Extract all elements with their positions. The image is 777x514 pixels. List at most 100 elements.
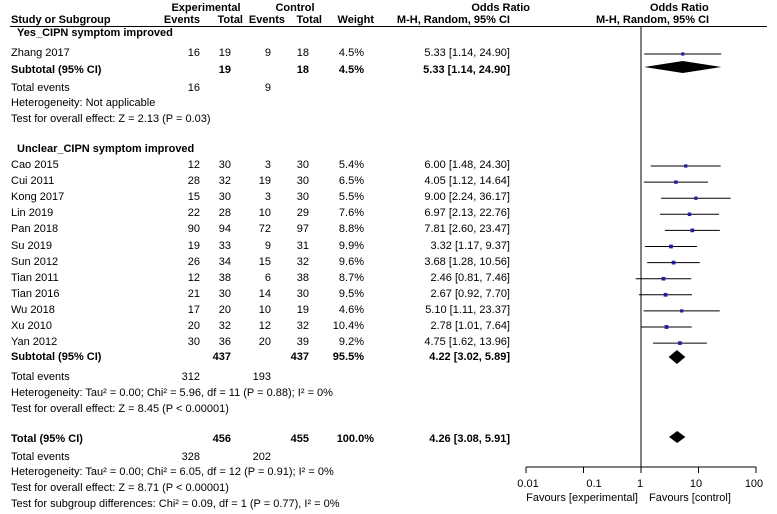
exp-total: 38 [218, 271, 231, 284]
exp-total: 30 [218, 159, 231, 171]
point-estimate [687, 212, 692, 217]
study-name: Lin 2019 [11, 207, 54, 220]
summary-diamond [668, 350, 686, 364]
total-ctl-events: 202 [252, 451, 271, 463]
ctl-total: 31 [296, 239, 309, 252]
total-exp-total: 456 [212, 433, 231, 445]
exp-events: 20 [187, 320, 200, 332]
summary-diamond [644, 61, 722, 73]
study-ci: 6.00 [1.48, 24.30] [424, 159, 510, 171]
ctl-events: 9 [264, 239, 271, 252]
study-weight: 10.4% [332, 320, 364, 332]
study-name: Xu 2010 [11, 320, 52, 332]
point-estimate [674, 180, 678, 184]
total-events-label: Total events [11, 371, 70, 383]
subtotal-exp-total: 19 [218, 64, 231, 76]
exp-events: 30 [187, 336, 200, 349]
control-header: Control [275, 2, 315, 14]
study-name: Cao 2015 [11, 159, 59, 171]
study-weight: 9.6% [338, 255, 364, 268]
favours-experimental-label: Favours [experimental] [526, 492, 638, 504]
favours-control-label: Favours [control] [649, 492, 731, 504]
or-method-header: M-H, Random, 95% CI [396, 14, 510, 26]
study-name: Tian 2011 [11, 271, 59, 284]
study-header: Study or Subgroup [11, 14, 111, 26]
ctl-events: 3 [264, 191, 271, 204]
exp-total: 34 [218, 255, 231, 268]
plot-title-header: Odds Ratio [650, 2, 709, 14]
study-weight: 5.5% [338, 191, 364, 204]
exp-events: 15 [187, 191, 200, 204]
exp-total: 33 [218, 239, 231, 252]
exp-events: 22 [187, 207, 200, 220]
plot-method-header: M-H, Random, 95% CI [596, 14, 710, 26]
total-events-label: Total events [11, 82, 70, 94]
exp-total: 30 [218, 287, 231, 300]
total-ctl-total: 455 [290, 433, 309, 445]
ctl-total: 29 [296, 207, 309, 220]
ctl-events: 12 [258, 320, 271, 332]
study-weight: 8.8% [338, 223, 364, 236]
heterogeneity-text: Heterogeneity: Not applicable [11, 97, 156, 109]
experimental-header: Experimental [171, 2, 241, 14]
ctl-total: 32 [296, 255, 309, 268]
overall-effect-text: Test for overall effect: Z = 8.45 (P < 0… [11, 403, 229, 415]
exp-total-header: Total [217, 14, 243, 26]
total-ci: 4.26 [3.08, 5.91] [429, 433, 510, 445]
point-estimate [681, 52, 685, 56]
point-estimate [694, 196, 698, 200]
axis-tick-label: 100 [744, 478, 764, 490]
ctl-events: 19 [258, 175, 271, 188]
total-weight: 100.0% [336, 433, 374, 445]
ctl-total: 30 [296, 287, 309, 300]
study-weight: 9.2% [338, 336, 364, 349]
ctl-events: 6 [264, 271, 271, 284]
study-ci: 2.46 [0.81, 7.46] [430, 271, 510, 284]
exp-events: 16 [187, 47, 200, 59]
subtotal-exp-total: 437 [212, 351, 231, 363]
total-events-label: Total events [11, 451, 70, 463]
exp-events: 90 [187, 223, 200, 236]
ctl-total: 97 [296, 223, 309, 236]
axis-tick-label: 1 [636, 478, 644, 490]
summary-diamond [669, 431, 686, 443]
heterogeneity-text: Heterogeneity: Tau² = 0.00; Chi² = 5.96,… [11, 387, 333, 399]
ctl-total: 30 [296, 191, 309, 204]
ctl-events: 20 [258, 336, 271, 349]
study-weight: 7.6% [338, 207, 364, 220]
study-ci: 6.97 [2.13, 22.76] [424, 207, 510, 220]
study-ci: 5.33 [1.14, 24.90] [424, 47, 510, 59]
point-estimate [664, 325, 669, 329]
ctl-events: 10 [258, 207, 271, 220]
overall-effect-text: Test for overall effect: Z = 2.13 (P = 0… [11, 113, 211, 125]
study-name: Kong 2017 [11, 191, 65, 204]
subgroup-differences-text: Test for subgroup differences: Chi² = 0.… [11, 498, 340, 510]
total-exp-events: 328 [181, 451, 200, 463]
subtotal-weight: 4.5% [338, 64, 364, 76]
axis-tick-label: 10 [689, 478, 703, 490]
exp-total: 94 [218, 223, 231, 236]
study-ci: 2.67 [0.92, 7.70] [430, 287, 510, 300]
ctl-events-header: Events [248, 14, 285, 26]
exp-total: 32 [218, 320, 231, 332]
subtotal-ctl-total: 437 [290, 351, 309, 363]
subgroup-title: Unclear_CIPN symptom improved [17, 143, 195, 155]
study-name: Su 2019 [11, 239, 52, 252]
point-estimate [669, 244, 673, 249]
or-title-header: Odds Ratio [471, 2, 530, 14]
exp-total: 32 [218, 175, 231, 188]
study-weight: 9.5% [338, 287, 364, 300]
total-ctl-events: 193 [252, 371, 271, 383]
study-weight: 4.6% [338, 303, 364, 316]
exp-events: 28 [187, 175, 200, 188]
subgroup-title: Yes_CIPN symptom improved [17, 27, 173, 39]
study-weight: 6.5% [338, 175, 364, 188]
exp-total: 30 [218, 191, 231, 204]
exp-total: 20 [218, 303, 231, 316]
study-weight: 9.9% [338, 239, 364, 252]
point-estimate [661, 276, 666, 281]
study-name: Tian 2016 [11, 287, 60, 300]
subtotal-ci: 5.33 [1.14, 24.90] [423, 64, 510, 76]
point-estimate [663, 292, 668, 297]
total-label: Total (95% CI) [11, 433, 83, 445]
